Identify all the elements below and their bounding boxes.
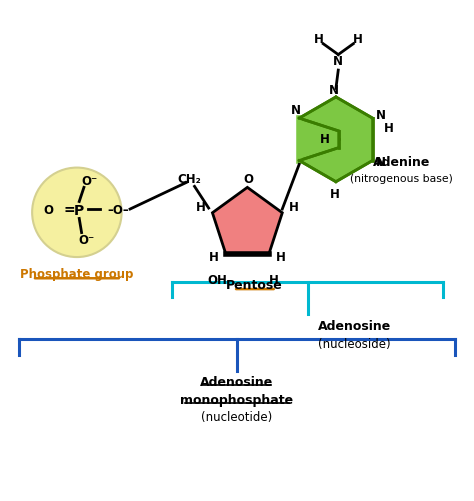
- Text: H: H: [319, 133, 329, 146]
- Polygon shape: [299, 119, 339, 161]
- Polygon shape: [299, 98, 373, 182]
- Text: (nucleoside): (nucleoside): [319, 337, 391, 350]
- Text: H: H: [313, 33, 323, 46]
- Text: Adenosine: Adenosine: [201, 376, 273, 389]
- Text: H: H: [330, 187, 340, 200]
- Text: =: =: [64, 202, 76, 216]
- Text: Adenine: Adenine: [373, 156, 430, 169]
- Text: monophosphate: monophosphate: [181, 393, 293, 406]
- Text: OH: OH: [207, 274, 227, 287]
- Text: N: N: [328, 84, 338, 97]
- Text: N: N: [291, 104, 301, 117]
- Text: CH₂: CH₂: [177, 173, 201, 186]
- Text: H: H: [269, 274, 279, 287]
- Text: N: N: [376, 156, 386, 169]
- Text: (nitrogenous base): (nitrogenous base): [350, 174, 453, 184]
- Text: H: H: [209, 250, 219, 264]
- Text: O⁻: O⁻: [78, 233, 94, 246]
- Text: P: P: [74, 203, 84, 217]
- Text: H: H: [289, 200, 299, 213]
- Text: –O–: –O–: [108, 203, 129, 216]
- Text: H: H: [196, 200, 206, 213]
- Text: Pentose: Pentose: [226, 279, 283, 291]
- Text: O: O: [243, 173, 253, 186]
- Polygon shape: [212, 188, 283, 255]
- Circle shape: [32, 168, 122, 258]
- Text: N: N: [333, 55, 343, 68]
- Text: (nucleotide): (nucleotide): [201, 410, 273, 423]
- Text: Phosphate group: Phosphate group: [20, 268, 134, 281]
- Text: O: O: [43, 203, 53, 216]
- Text: H: H: [353, 33, 363, 46]
- Text: H: H: [384, 122, 394, 135]
- Text: N: N: [376, 109, 386, 122]
- Text: O⁻: O⁻: [82, 175, 98, 188]
- Text: Adenosine: Adenosine: [318, 319, 392, 332]
- Text: H: H: [276, 250, 286, 264]
